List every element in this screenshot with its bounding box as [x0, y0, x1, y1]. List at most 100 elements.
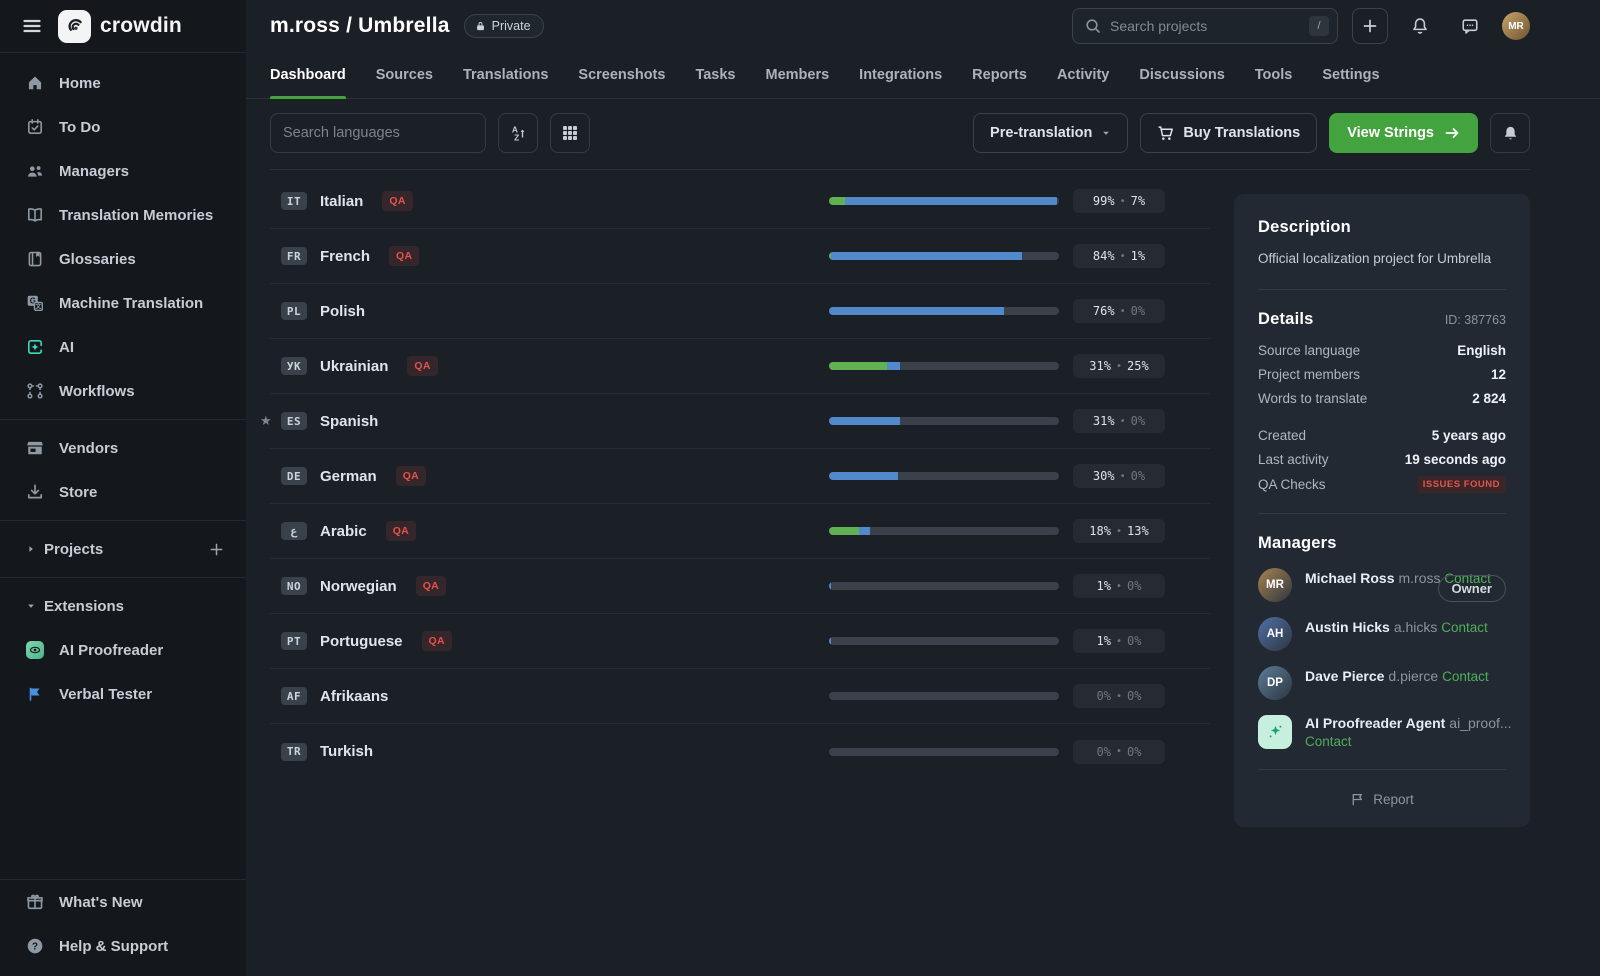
details-title: Details [1258, 309, 1314, 328]
language-search-input[interactable] [283, 125, 473, 141]
search-input[interactable] [1110, 18, 1300, 34]
qa-issues-badge[interactable]: QA [421, 631, 452, 651]
question-circle-icon: ? [26, 937, 44, 955]
language-row[interactable]: ★ ES Spanish 31% • 0% [260, 394, 1210, 449]
user-avatar[interactable]: MR [1502, 12, 1530, 40]
star-icon[interactable]: ★ [260, 413, 272, 428]
crowdin-logo-icon [58, 9, 91, 43]
language-row[interactable]: DE German QA 30% • 0% [270, 449, 1210, 504]
tab[interactable]: Tasks [695, 67, 736, 83]
sidebar-item-verbal-tester[interactable]: Verbal Tester [0, 672, 246, 716]
sidebar-item-label: Verbal Tester [59, 685, 153, 703]
issues-found-badge[interactable]: ISSUES FOUND [1416, 475, 1506, 493]
translated-percent: 30% [1092, 469, 1115, 483]
buy-translations-button[interactable]: Buy Translations [1140, 113, 1318, 153]
sidebar-item-extensions[interactable]: Extensions [0, 584, 246, 628]
tab[interactable]: Sources [375, 67, 433, 83]
contact-link[interactable]: Contact [1444, 570, 1491, 586]
add-project-icon[interactable] [209, 542, 224, 557]
translated-percent: 1% [1096, 579, 1111, 593]
translation-progress-bar [829, 637, 1059, 645]
language-code-chip: DE [281, 467, 307, 485]
tab[interactable]: Reports [972, 67, 1027, 83]
storefront-icon [26, 439, 44, 457]
tab[interactable]: Screenshots [578, 67, 666, 83]
grid-view-button[interactable] [550, 113, 590, 153]
notifications-bell-icon[interactable] [1402, 8, 1438, 44]
cart-icon [1157, 125, 1174, 142]
contact-link[interactable]: Contact [1441, 619, 1488, 635]
qa-issues-badge[interactable]: QA [407, 356, 438, 376]
description-text: Official localization project for Umbrel… [1258, 251, 1492, 266]
messages-icon[interactable] [1452, 8, 1488, 44]
project-id: ID: 387763 [1444, 312, 1506, 327]
divider [1258, 288, 1506, 290]
language-row[interactable]: УК Ukrainian QA 31% • 25% [270, 339, 1210, 394]
translated-percent: 84% [1092, 249, 1115, 263]
language-row[interactable]: PT Portuguese QA 1% • 0% [270, 614, 1210, 669]
language-row[interactable]: AF Afrikaans 0% • 0% [270, 669, 1210, 724]
agent-avatar [1258, 714, 1292, 749]
crowdin-logo[interactable]: crowdin [58, 9, 182, 43]
manager-avatar: DP [1258, 665, 1292, 700]
pre-translation-dropdown[interactable]: Pre-translation [973, 113, 1129, 153]
approved-segment [829, 362, 887, 370]
manager-name: Austin Hicks [1305, 618, 1390, 635]
sidebar-item-todo[interactable]: To Do [0, 105, 246, 149]
tab[interactable]: Settings [1322, 67, 1380, 83]
divider [0, 419, 246, 420]
tab[interactable]: Activity [1056, 67, 1110, 83]
manager-name-line: AI Proofreader Agent ai_proof... [1305, 715, 1512, 731]
sidebar-item-workflows[interactable]: Workflows [0, 369, 246, 413]
language-row[interactable]: IT Italian QA 99% • 7% [270, 174, 1210, 229]
sidebar-item-projects[interactable]: Projects [0, 527, 246, 571]
sidebar-item-glossaries[interactable]: Glossaries [0, 237, 246, 281]
tab[interactable]: Translations [462, 67, 549, 83]
language-code-chip: ES [281, 412, 307, 430]
tab[interactable]: Integrations [859, 67, 943, 83]
report-link[interactable]: Report [1258, 790, 1506, 807]
description-title: Description [1258, 218, 1351, 236]
sidebar-item-translation-memories[interactable]: Translation Memories [0, 193, 246, 237]
sidebar-item-help-support[interactable]: ? Help & Support [0, 924, 246, 968]
contact-link[interactable]: Contact [1442, 668, 1489, 684]
contact-link[interactable]: Contact [1305, 733, 1352, 749]
translated-segment [829, 472, 898, 480]
home-icon [26, 74, 44, 92]
sidebar-item-whats-new[interactable]: What's New [0, 880, 246, 924]
qa-issues-badge[interactable]: QA [385, 521, 417, 541]
sidebar-item-ai[interactable]: AI [0, 325, 246, 369]
menu-icon[interactable] [22, 16, 42, 36]
language-row[interactable]: PL Polish 76% • 0% [270, 284, 1210, 339]
language-row[interactable]: FR French QA 84% • 1% [270, 229, 1210, 284]
approved-percent: 0% [1130, 469, 1146, 483]
language-row[interactable]: TR Turkish 0% • 0% [270, 724, 1210, 779]
qa-issues-badge[interactable]: QA [395, 466, 427, 486]
sidebar-item-ai-proofreader[interactable]: AI Proofreader [0, 628, 246, 672]
language-name: Turkish [320, 743, 374, 760]
tab[interactable]: Dashboard [270, 52, 346, 99]
approved-percent: 0% [1130, 414, 1146, 428]
tab[interactable]: Tools [1254, 67, 1293, 83]
sidebar-item-vendors[interactable]: Vendors [0, 426, 246, 470]
sidebar-item-home[interactable]: Home [0, 61, 246, 105]
project-details-panel: Description Official localization projec… [1234, 194, 1530, 827]
tab[interactable]: Members [765, 67, 830, 83]
create-project-button[interactable] [1352, 8, 1388, 44]
view-strings-button[interactable]: View Strings [1329, 113, 1478, 153]
translated-percent: 31% [1092, 414, 1115, 428]
translation-progress-bar [829, 197, 1059, 205]
language-row[interactable]: NO Norwegian QA 1% • 0% [270, 559, 1210, 614]
tab[interactable]: Discussions [1139, 67, 1225, 83]
qa-issues-badge[interactable]: QA [389, 246, 420, 266]
svg-text:G: G [30, 297, 36, 306]
sidebar-item-managers[interactable]: Managers [0, 149, 246, 193]
sidebar-item-store[interactable]: Store [0, 470, 246, 514]
manager-username: ai_proof... [1449, 714, 1512, 731]
qa-issues-badge[interactable]: QA [415, 576, 447, 596]
language-row[interactable]: ع Arabic QA 18% • 13% [270, 504, 1210, 559]
qa-issues-badge[interactable]: QA [382, 191, 413, 211]
subscribe-bell-button[interactable] [1490, 113, 1530, 153]
